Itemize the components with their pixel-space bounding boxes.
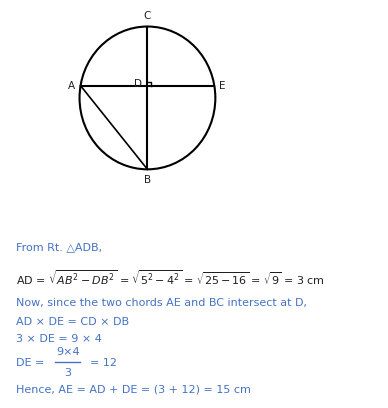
Text: DE =: DE = [16, 358, 47, 368]
Text: B: B [144, 175, 151, 185]
Text: D: D [133, 79, 142, 89]
Text: Now, since the two chords AE and BC intersect at D,: Now, since the two chords AE and BC inte… [16, 298, 307, 308]
Text: 9×4: 9×4 [56, 347, 80, 357]
Text: = 12: = 12 [90, 358, 117, 368]
Text: Hence, AE = AD + DE = (3 + 12) = 15 cm: Hence, AE = AD + DE = (3 + 12) = 15 cm [16, 385, 250, 395]
Text: A: A [68, 81, 76, 91]
Text: AD = $\sqrt{AB^2 - DB^2}$ = $\sqrt{5^2 - 4^2}$ = $\sqrt{25 - 16}$ = $\sqrt{9}$ =: AD = $\sqrt{AB^2 - DB^2}$ = $\sqrt{5^2 -… [16, 268, 324, 287]
Text: 3 × DE = 9 × 4: 3 × DE = 9 × 4 [16, 335, 101, 344]
Text: 3: 3 [64, 368, 71, 378]
Text: From Rt. △ADB,: From Rt. △ADB, [16, 242, 102, 252]
Text: AD × DE = CD × DB: AD × DE = CD × DB [16, 317, 129, 326]
Text: E: E [219, 81, 226, 91]
Text: C: C [144, 11, 151, 21]
